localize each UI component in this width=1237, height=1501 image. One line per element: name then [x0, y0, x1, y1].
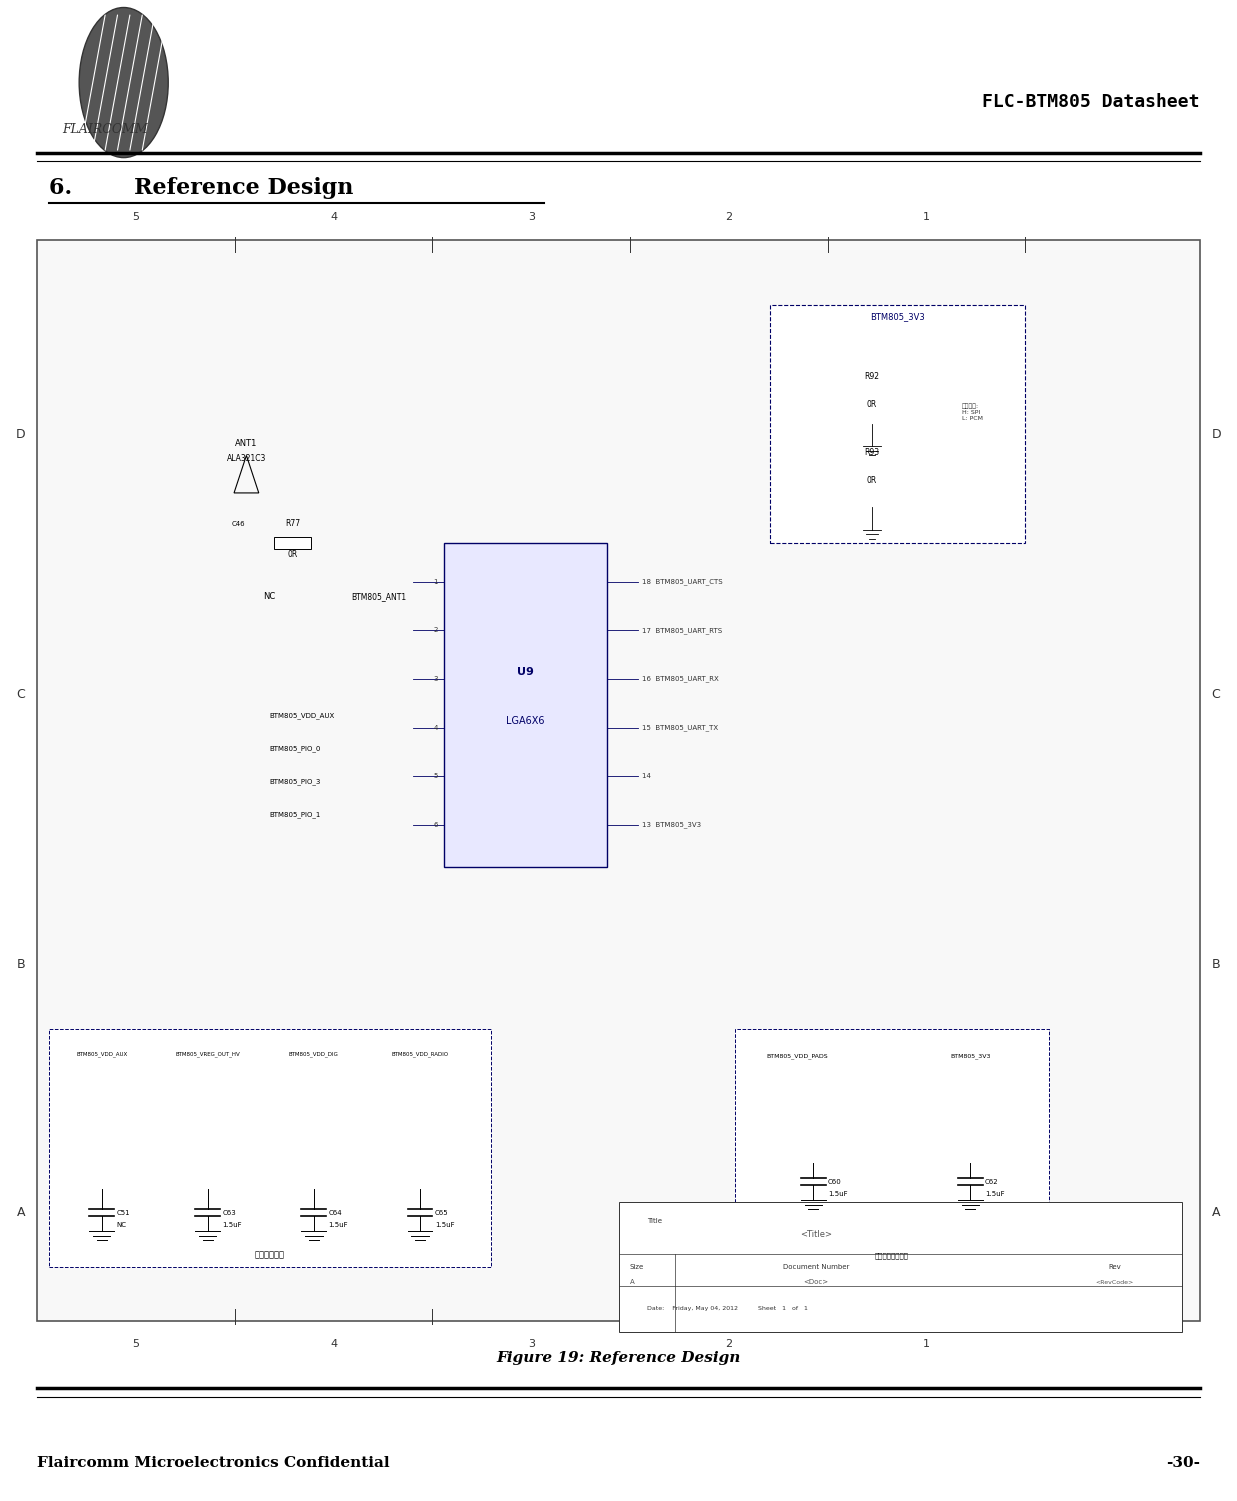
Text: D: D — [1211, 428, 1221, 441]
Text: 17  BTM805_UART_RTS: 17 BTM805_UART_RTS — [642, 627, 721, 633]
Text: 4: 4 — [433, 725, 438, 731]
Text: BTM805_3V3: BTM805_3V3 — [870, 312, 925, 321]
Text: ANT1: ANT1 — [235, 438, 257, 447]
Text: C65: C65 — [434, 1210, 448, 1216]
Text: BTM805_VREG_OUT_HV: BTM805_VREG_OUT_HV — [176, 1052, 240, 1057]
Text: 0R: 0R — [867, 476, 877, 485]
Text: 1.5uF: 1.5uF — [828, 1192, 847, 1198]
Text: NC: NC — [116, 1222, 126, 1228]
Text: C: C — [17, 687, 26, 701]
Text: 1: 1 — [433, 579, 438, 585]
Text: B: B — [17, 958, 26, 971]
Text: Date:    Friday, May 04, 2012          Sheet   1   of   1: Date: Friday, May 04, 2012 Sheet 1 of 1 — [647, 1306, 808, 1310]
Text: 2: 2 — [725, 212, 732, 222]
Text: <Doc>: <Doc> — [803, 1279, 829, 1285]
Text: 2: 2 — [725, 1339, 732, 1349]
Text: 4: 4 — [330, 1339, 338, 1349]
FancyBboxPatch shape — [37, 240, 1200, 1321]
Text: C46: C46 — [233, 521, 246, 527]
Text: 1.5uF: 1.5uF — [329, 1222, 349, 1228]
Text: NC: NC — [263, 593, 276, 602]
Text: <RevCode>: <RevCode> — [1096, 1280, 1134, 1285]
Text: Document Number: Document Number — [783, 1264, 849, 1270]
Text: BTM805_VDD_DIG: BTM805_VDD_DIG — [289, 1052, 339, 1057]
Text: Rev: Rev — [1108, 1264, 1121, 1270]
Text: BTM805_3V3: BTM805_3V3 — [950, 1052, 991, 1058]
Text: Size: Size — [630, 1264, 644, 1270]
Text: BTM805_PIO_1: BTM805_PIO_1 — [270, 812, 322, 818]
Text: 4: 4 — [330, 212, 338, 222]
Text: BTM805_VDD_AUX: BTM805_VDD_AUX — [77, 1052, 127, 1057]
Text: Figure 19: Reference Design: Figure 19: Reference Design — [496, 1351, 741, 1366]
Text: 13  BTM805_3V3: 13 BTM805_3V3 — [642, 821, 700, 829]
Text: Flaircomm Microelectronics Confidential: Flaircomm Microelectronics Confidential — [37, 1456, 390, 1471]
Text: 18  BTM805_UART_CTS: 18 BTM805_UART_CTS — [642, 578, 722, 585]
Text: FLC-BTM805 Datasheet: FLC-BTM805 Datasheet — [982, 93, 1200, 111]
Text: 5: 5 — [132, 1339, 140, 1349]
Ellipse shape — [79, 8, 168, 158]
Text: 0R: 0R — [867, 401, 877, 410]
Text: R77: R77 — [286, 519, 301, 528]
Text: B: B — [1211, 958, 1220, 971]
Bar — [769, 305, 1025, 543]
Text: C62: C62 — [985, 1180, 998, 1186]
Text: -30-: -30- — [1166, 1456, 1200, 1471]
Bar — [735, 1030, 1049, 1267]
Text: 16  BTM805_UART_RX: 16 BTM805_UART_RX — [642, 675, 719, 683]
Text: 1.5uF: 1.5uF — [985, 1192, 1004, 1198]
Text: 接口选择:
H: SPI
L: PCM: 接口选择: H: SPI L: PCM — [961, 404, 982, 420]
Text: R92: R92 — [865, 372, 880, 381]
Text: 5: 5 — [132, 212, 140, 222]
Text: BTM805_VDD_PADS: BTM805_VDD_PADS — [767, 1052, 829, 1058]
Text: C64: C64 — [329, 1210, 343, 1216]
Text: 1: 1 — [923, 212, 930, 222]
Text: BTM805_PIO_0: BTM805_PIO_0 — [270, 746, 322, 752]
Text: 内部电源去耦: 内部电源去耦 — [255, 1250, 285, 1259]
Bar — [444, 543, 607, 868]
Text: 6.        Reference Design: 6. Reference Design — [49, 177, 354, 198]
Text: 1: 1 — [923, 1339, 930, 1349]
Text: 字外部输入的电源: 字外部输入的电源 — [875, 1253, 909, 1259]
Text: C: C — [1211, 687, 1220, 701]
Text: 6: 6 — [433, 823, 438, 829]
Text: BTM805_ANT1: BTM805_ANT1 — [351, 593, 406, 602]
Text: 1.5uF: 1.5uF — [223, 1222, 242, 1228]
Text: 0R: 0R — [288, 551, 298, 560]
Text: 3: 3 — [528, 212, 534, 222]
Bar — [618, 1202, 1183, 1331]
Text: A: A — [630, 1279, 635, 1285]
Text: 5: 5 — [433, 773, 438, 779]
Text: LGA6X6: LGA6X6 — [506, 716, 544, 726]
Text: 3: 3 — [433, 675, 438, 681]
Text: U9: U9 — [517, 668, 534, 677]
Text: C63: C63 — [223, 1210, 236, 1216]
Text: 15  BTM805_UART_TX: 15 BTM805_UART_TX — [642, 723, 717, 731]
Text: BTM805_VDD_RADIO: BTM805_VDD_RADIO — [391, 1052, 449, 1057]
Bar — [48, 1030, 491, 1267]
Text: 14: 14 — [642, 773, 654, 779]
Text: Title: Title — [647, 1219, 662, 1225]
Text: BTM805_PIO_3: BTM805_PIO_3 — [270, 779, 322, 785]
Text: C60: C60 — [828, 1180, 842, 1186]
Text: A: A — [17, 1207, 26, 1219]
Text: C51: C51 — [116, 1210, 130, 1216]
Text: FLAIRCOMM: FLAIRCOMM — [62, 123, 148, 137]
Text: ALA321C3: ALA321C3 — [226, 453, 266, 462]
Text: BTM805_VDD_AUX: BTM805_VDD_AUX — [270, 713, 335, 719]
Text: <Title>: <Title> — [800, 1229, 831, 1238]
Text: R93: R93 — [865, 447, 880, 456]
Text: 2: 2 — [433, 627, 438, 633]
Text: 3: 3 — [528, 1339, 534, 1349]
Text: 1.5uF: 1.5uF — [434, 1222, 454, 1228]
Text: D: D — [16, 428, 26, 441]
Text: A: A — [1211, 1207, 1220, 1219]
Bar — [275, 537, 312, 549]
